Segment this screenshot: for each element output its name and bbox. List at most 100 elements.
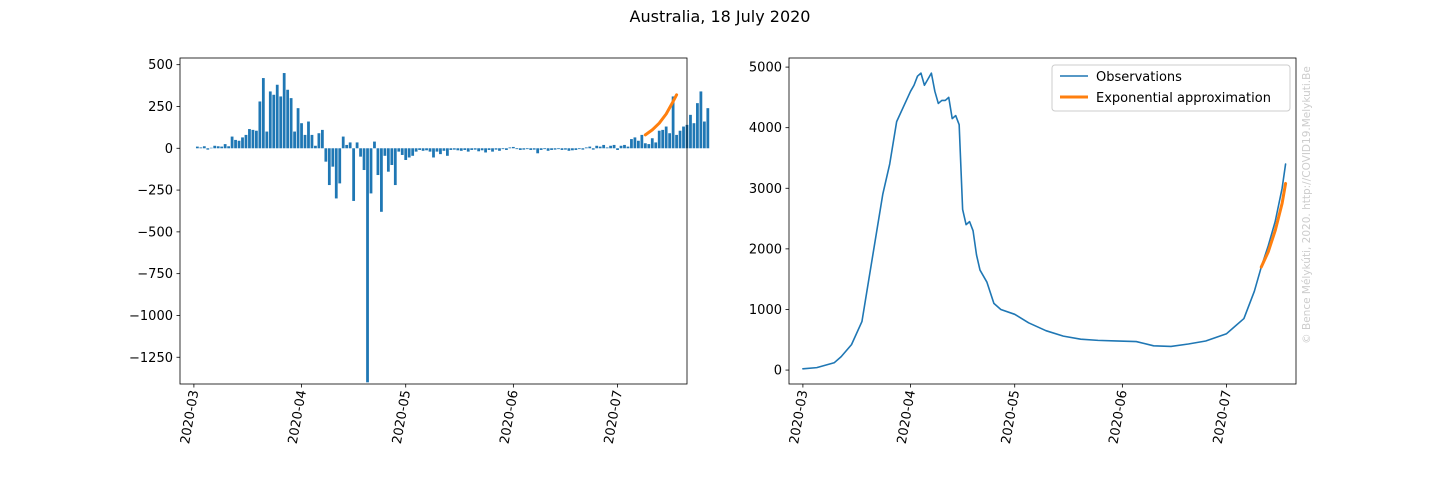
bar <box>314 145 317 149</box>
bar <box>362 148 366 171</box>
observations-line <box>802 72 1287 370</box>
bar <box>227 146 231 149</box>
left-bar-chart: 500 250 0 −250 −500 −750 −1000 −1250 2020-03 2020… <box>129 57 710 445</box>
bar <box>463 148 467 150</box>
bar <box>206 148 210 150</box>
left-ytick-label: −750 <box>137 267 173 282</box>
bar <box>560 148 564 150</box>
bar <box>327 148 331 186</box>
bar <box>654 142 658 149</box>
bar <box>393 148 397 186</box>
bar <box>657 130 661 149</box>
left-xtick-label: 2020-05 <box>390 389 414 445</box>
bar <box>696 103 699 149</box>
bar <box>320 129 324 149</box>
right-xtick-label: 2020-03 <box>787 389 811 445</box>
left-xtick-label: 2020-03 <box>178 389 202 445</box>
bar <box>366 148 369 383</box>
bar <box>237 140 241 149</box>
bar <box>557 148 560 150</box>
bar <box>494 148 498 150</box>
bar <box>571 148 574 151</box>
right-ytick-label: 5000 <box>749 61 782 76</box>
bar <box>452 148 456 150</box>
bar <box>626 146 630 149</box>
bar <box>209 147 213 149</box>
bar <box>602 144 606 149</box>
bar <box>331 148 335 167</box>
bar <box>293 131 296 149</box>
bar <box>699 91 703 149</box>
bar <box>511 146 515 149</box>
bar <box>255 130 258 149</box>
right-ytick-label: 3000 <box>749 182 782 197</box>
bar <box>397 148 401 152</box>
right-ytick-label: 1000 <box>749 303 782 318</box>
bar <box>289 98 293 149</box>
bar <box>383 148 387 156</box>
bar <box>258 101 262 149</box>
legend-exponential-label: Exponential approximation <box>1096 91 1271 106</box>
right-ytick-label: 2000 <box>749 242 782 257</box>
bar <box>487 148 491 150</box>
bar <box>633 137 637 149</box>
right-xtick-label: 2020-05 <box>999 389 1023 445</box>
bar <box>515 148 519 150</box>
bar <box>588 146 592 149</box>
bar <box>640 134 644 149</box>
bar <box>692 123 696 149</box>
legend-observations-label: Observations <box>1096 70 1182 85</box>
left-ytick-label: 0 <box>165 142 173 157</box>
bar <box>525 148 529 150</box>
legend-box <box>1051 64 1291 112</box>
bar <box>505 148 508 150</box>
bar <box>630 139 633 149</box>
bar <box>300 123 303 149</box>
bar <box>425 148 428 151</box>
right-ytick-label: 4000 <box>749 121 782 136</box>
left-xtick-label: 2020-04 <box>286 389 310 445</box>
bar <box>536 148 540 154</box>
bar <box>706 108 710 149</box>
bar <box>296 108 300 149</box>
right-xtick-label: 2020-04 <box>895 389 919 445</box>
bar <box>286 89 290 149</box>
bar <box>501 148 505 150</box>
bar <box>623 144 626 149</box>
bar <box>282 73 286 149</box>
bar <box>435 148 439 152</box>
bar <box>647 144 651 149</box>
bar <box>664 126 668 149</box>
left-xtick-label: 2020-06 <box>498 389 522 445</box>
bar <box>213 145 217 149</box>
bar <box>689 114 692 149</box>
bar <box>359 148 362 157</box>
bar <box>480 148 484 151</box>
left-ytick-label: −1000 <box>129 309 173 324</box>
left-ytick-label: 250 <box>148 100 173 115</box>
exponential-fit-line <box>643 93 679 137</box>
bar <box>199 147 203 149</box>
bar <box>574 148 578 150</box>
bar <box>522 148 526 150</box>
bar <box>550 148 553 150</box>
bar <box>539 148 543 150</box>
bar <box>668 133 672 149</box>
bar <box>529 148 533 150</box>
bar <box>661 129 665 149</box>
bar <box>456 148 460 151</box>
bar <box>459 148 463 151</box>
bar <box>248 129 251 149</box>
bar <box>404 148 408 160</box>
bar <box>334 148 338 199</box>
bar <box>612 144 616 149</box>
bar <box>421 148 425 151</box>
bar <box>355 142 359 149</box>
bar <box>598 146 602 149</box>
bar <box>643 143 647 149</box>
bar <box>650 138 654 149</box>
bar <box>265 131 269 149</box>
bar <box>345 144 349 149</box>
bar <box>338 148 342 184</box>
bar <box>446 148 449 156</box>
